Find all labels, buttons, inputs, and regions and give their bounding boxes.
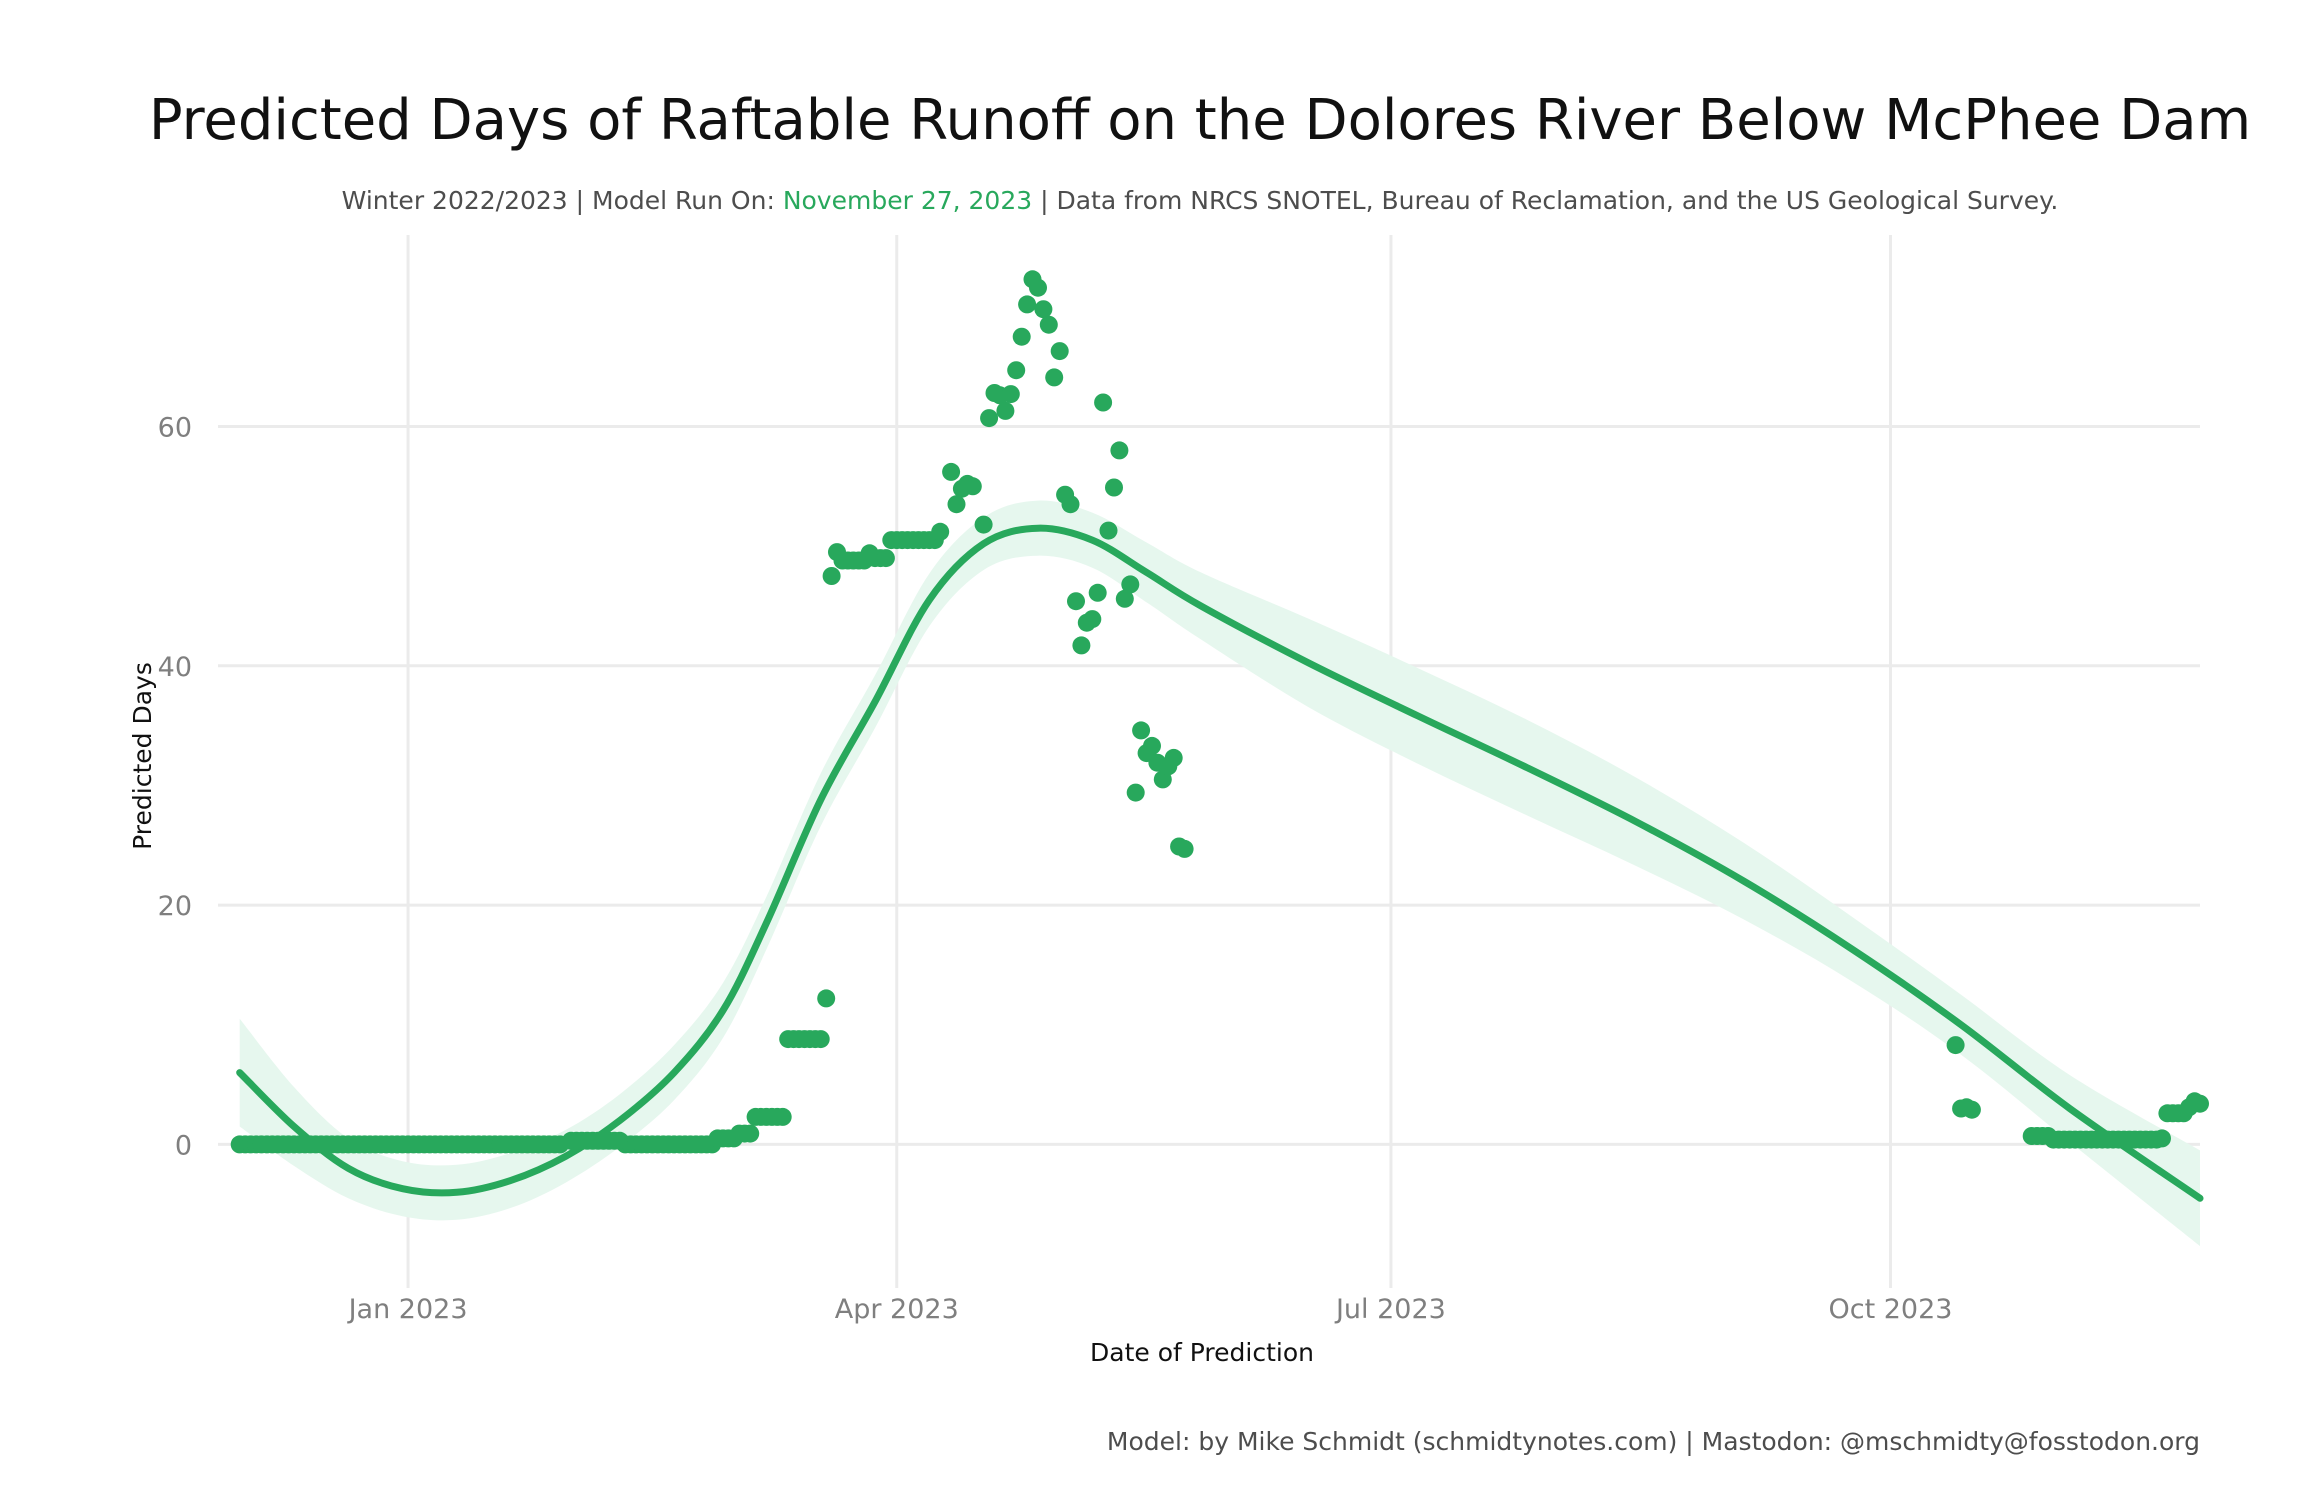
y-tick-label: 40: [158, 652, 192, 683]
y-tick-label: 0: [175, 1130, 192, 1161]
data-point: [1029, 278, 1047, 297]
data-point: [876, 549, 895, 568]
x-tick-label: Jan 2023: [347, 1294, 468, 1325]
data-point: [1962, 1100, 1981, 1119]
y-axis-title: Predicted Days: [128, 662, 157, 850]
chart-title: Predicted Days of Raftable Runoff on the…: [148, 88, 2252, 153]
prediction-points: [230, 270, 2209, 1154]
model-run-date: November 27, 2023: [782, 186, 1033, 215]
data-point: [1083, 610, 1102, 629]
data-point: [822, 567, 841, 585]
data-point: [996, 401, 1015, 420]
data-point: [1039, 315, 1058, 334]
data-point: [974, 515, 993, 534]
data-point: [741, 1124, 760, 1143]
data-point: [2153, 1129, 2171, 1148]
chart-caption: Model: by Mike Schmidt (schmidtynotes.co…: [1106, 1427, 2200, 1456]
data-point: [773, 1107, 792, 1126]
data-point: [1001, 385, 1020, 404]
data-point: [1012, 327, 1031, 346]
data-point: [942, 462, 961, 481]
data-point: [931, 522, 950, 541]
confidence-ribbon: [239, 500, 2201, 1247]
data-point: [1007, 361, 1026, 380]
x-tick-label: Apr 2023: [835, 1294, 959, 1325]
subtitle-suffix: | Data from NRCS SNOTEL, Bureau of Recla…: [1032, 186, 2059, 215]
data-point: [2191, 1094, 2209, 1113]
data-point: [1018, 295, 1037, 314]
data-point: [1067, 592, 1085, 611]
data-point: [963, 477, 982, 496]
x-tick-label: Oct 2023: [1828, 1294, 1952, 1325]
data-point: [1045, 368, 1064, 387]
data-point: [1115, 589, 1134, 608]
data-point: [1061, 495, 1080, 514]
data-point: [1110, 441, 1129, 460]
x-axis-ticks: Jan 2023 Apr 2023 Jul 2023 Oct 2023: [347, 1294, 1953, 1325]
data-point: [1072, 636, 1091, 655]
y-axis-ticks: 0 20 40 60: [158, 412, 192, 1161]
data-point: [1099, 521, 1118, 540]
data-point: [1946, 1036, 1965, 1055]
y-tick-label: 60: [158, 412, 192, 443]
y-tick-label: 20: [158, 891, 192, 922]
data-point: [1143, 736, 1161, 755]
x-axis-title: Date of Prediction: [1090, 1338, 1314, 1367]
data-point: [1126, 783, 1145, 802]
data-point: [980, 409, 999, 428]
chart-subtitle: Winter 2022/2023 | Model Run On: Novembe…: [0, 186, 2300, 215]
x-tick-label: Jul 2023: [1334, 1294, 1446, 1325]
smooth-trend-line: [236, 524, 2204, 1202]
data-point: [811, 1030, 830, 1049]
subtitle-prefix: Winter 2022/2023 | Model Run On:: [341, 186, 783, 215]
data-point: [1132, 721, 1151, 740]
data-point: [1164, 748, 1183, 767]
data-point: [1175, 839, 1194, 858]
data-point: [1088, 583, 1107, 602]
data-point: [1094, 393, 1113, 412]
data-point: [1121, 575, 1140, 594]
data-point: [1034, 300, 1053, 319]
data-point: [947, 495, 966, 514]
grid-lines: [218, 235, 2200, 1288]
data-point: [1105, 478, 1123, 497]
data-point: [1050, 342, 1069, 361]
data-point: [817, 989, 836, 1008]
